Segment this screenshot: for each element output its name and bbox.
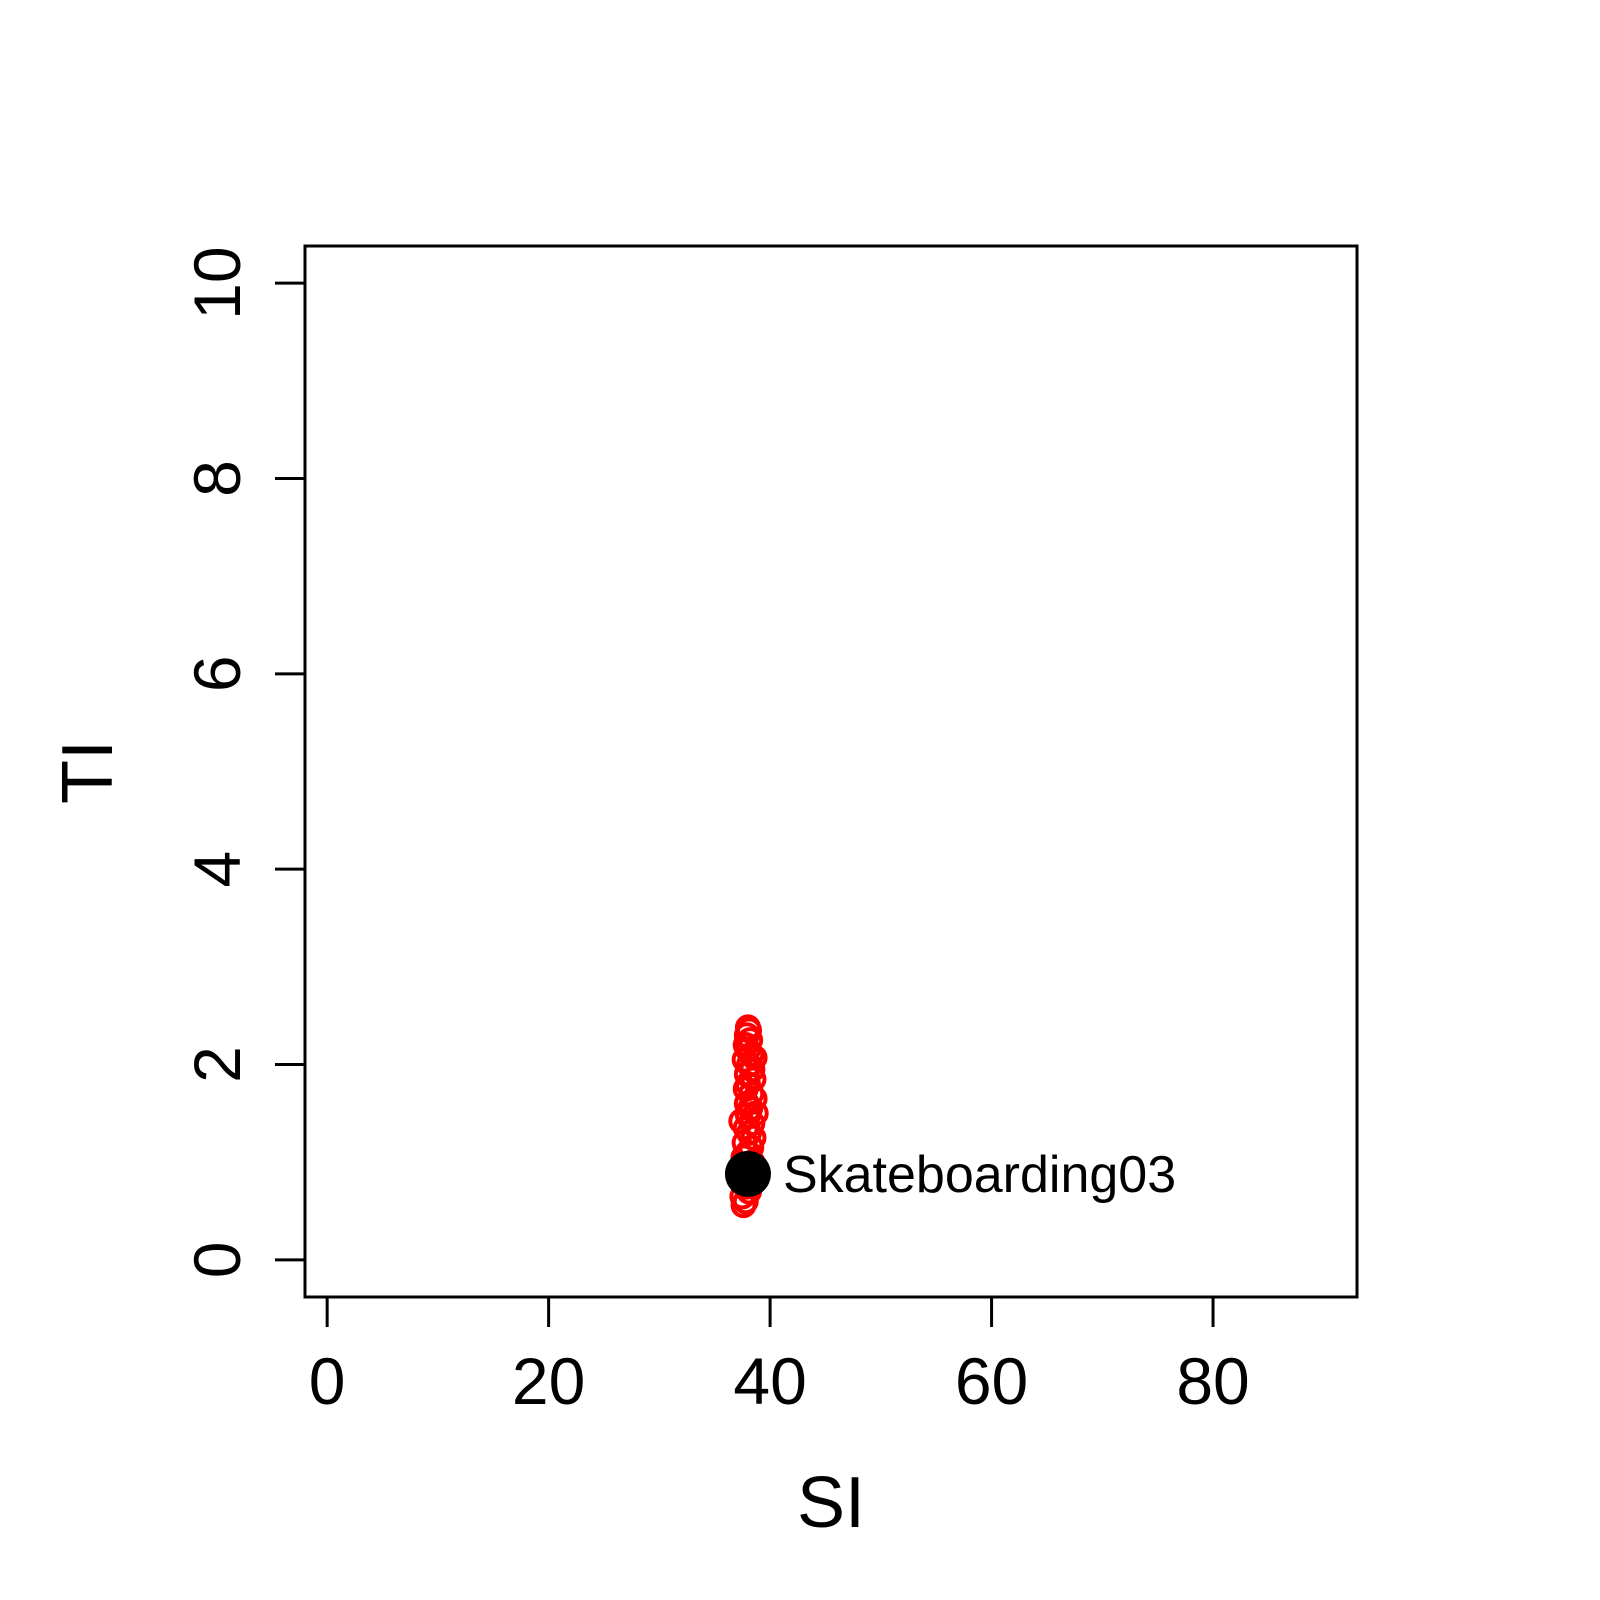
x-tick-label: 40 — [733, 1344, 806, 1418]
x-tick-label: 0 — [309, 1344, 346, 1418]
plot-frame — [303, 244, 1359, 1299]
y-tick-label: 8 — [180, 460, 254, 497]
x-axis: 0 20 40 60 80 — [309, 1295, 1250, 1418]
x-axis-title: SI — [797, 1463, 865, 1543]
y-axis: 0 2 4 6 8 10 — [180, 246, 307, 1279]
y-tick-label: 6 — [180, 655, 254, 692]
x-tick-label: 60 — [955, 1344, 1028, 1418]
point-label: Skateboarding03 — [783, 1146, 1176, 1204]
y-tick-label: 0 — [180, 1242, 254, 1279]
y-tick-label: 10 — [180, 246, 254, 319]
data-points: Skateboarding03 — [724, 1014, 1176, 1219]
x-tick-label: 80 — [1176, 1344, 1249, 1418]
highlight-point — [724, 1150, 771, 1197]
x-tick-label: 20 — [512, 1344, 585, 1418]
y-axis-title: TI — [48, 740, 128, 804]
y-tick-label: 4 — [180, 851, 254, 888]
y-tick-label: 2 — [180, 1046, 254, 1083]
